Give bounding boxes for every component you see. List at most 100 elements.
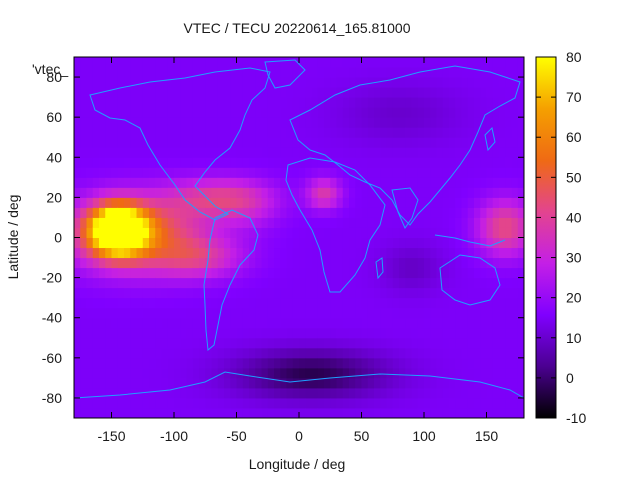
heatmap-cell	[386, 247, 394, 259]
heatmap-cell	[105, 67, 112, 78]
heatmap-cell	[411, 227, 419, 238]
heatmap-cell	[230, 67, 237, 78]
chart-title: VTEC / TECU 20220614_165.81000	[183, 20, 410, 36]
heatmap-cell	[399, 137, 406, 148]
heatmap-cell	[361, 247, 369, 259]
heatmap-cell	[436, 337, 444, 349]
heatmap-cell	[192, 337, 200, 349]
heatmap-cell	[417, 127, 425, 138]
heatmap-cell	[161, 107, 169, 118]
heatmap-cell	[499, 97, 506, 108]
heatmap-cell	[192, 277, 200, 289]
heatmap-cell	[474, 287, 481, 299]
heatmap-cell	[249, 227, 256, 238]
heatmap-cell	[499, 197, 506, 208]
heatmap-cell	[174, 97, 181, 108]
heatmap-cell	[349, 67, 356, 78]
heatmap-cell	[280, 327, 287, 339]
heatmap-cell	[105, 117, 112, 128]
heatmap-cell	[380, 317, 387, 329]
heatmap-cell	[449, 137, 456, 148]
heatmap-cell	[117, 167, 125, 178]
heatmap-cell	[467, 237, 475, 249]
heatmap-cell	[467, 207, 475, 218]
heatmap-cell	[342, 137, 350, 148]
heatmap-cell	[136, 247, 144, 259]
heatmap-cell	[474, 337, 481, 349]
heatmap-cell	[249, 197, 256, 208]
heatmap-cell	[280, 297, 287, 309]
heatmap-cell	[274, 267, 281, 279]
heatmap-cell	[86, 157, 94, 168]
heatmap-cell	[317, 137, 325, 148]
heatmap-cell	[117, 297, 125, 309]
heatmap-cell	[236, 267, 244, 279]
heatmap-cell	[336, 337, 344, 349]
heatmap-cell	[430, 297, 437, 309]
heatmap-cell	[267, 347, 275, 359]
heatmap-cell	[405, 157, 412, 168]
heatmap-cell	[236, 357, 244, 369]
heatmap-cell	[117, 137, 125, 148]
heatmap-cell	[105, 277, 112, 289]
heatmap-cell	[286, 137, 294, 148]
heatmap-cell	[174, 57, 181, 68]
heatmap-cell	[267, 97, 275, 108]
heatmap-cell	[355, 77, 362, 88]
heatmap-cell	[217, 227, 225, 238]
heatmap-cell	[217, 307, 225, 319]
heatmap-cell	[280, 347, 287, 359]
heatmap-cell	[305, 97, 312, 108]
heatmap-cell	[492, 67, 500, 78]
heatmap-cell	[186, 267, 194, 279]
heatmap-cell	[111, 107, 119, 118]
heatmap-cell	[505, 57, 512, 68]
heatmap-cell	[405, 287, 412, 299]
heatmap-cell	[224, 247, 231, 259]
heatmap-cell	[317, 237, 325, 249]
heatmap-cell	[274, 327, 281, 339]
heatmap-cell	[355, 107, 362, 118]
heatmap-cell	[311, 157, 319, 168]
heatmap-cell	[311, 387, 319, 399]
heatmap-cell	[424, 367, 431, 379]
heatmap-cell	[236, 57, 244, 68]
heatmap-cell	[211, 227, 219, 238]
heatmap-cell	[292, 327, 300, 339]
heatmap-cell	[186, 187, 194, 198]
heatmap-cell	[242, 357, 250, 369]
heatmap-cell	[124, 307, 131, 319]
heatmap-cell	[286, 377, 294, 389]
heatmap-cell	[261, 217, 269, 228]
heatmap-cell	[167, 407, 175, 419]
heatmap-cell	[230, 107, 237, 118]
heatmap-cell	[280, 257, 287, 269]
heatmap-cell	[261, 287, 269, 299]
heatmap-cell	[86, 327, 94, 339]
heatmap-cell	[411, 77, 419, 88]
heatmap-cell	[80, 277, 87, 289]
heatmap-cell	[249, 247, 256, 259]
coastline-australia	[439, 254, 501, 306]
heatmap-cell	[342, 287, 350, 299]
heatmap-cell	[455, 77, 462, 88]
heatmap-cell	[236, 367, 244, 379]
heatmap-cell	[292, 107, 300, 118]
heatmap-cell	[461, 167, 469, 178]
heatmap-cell	[305, 177, 312, 188]
heatmap-cell	[405, 377, 412, 389]
heatmap-cell	[486, 187, 494, 198]
heatmap-cell	[274, 387, 281, 399]
heatmap-cell	[492, 177, 500, 188]
heatmap-cell	[492, 337, 500, 349]
heatmap-cell	[286, 77, 294, 88]
heatmap-cell	[224, 377, 231, 389]
heatmap-cell	[449, 87, 456, 98]
heatmap-cell	[92, 247, 100, 259]
heatmap-cell	[349, 377, 356, 389]
heatmap-cell	[336, 117, 344, 128]
heatmap-cell	[330, 217, 337, 228]
heatmap-cell	[330, 97, 337, 108]
heatmap-cell	[342, 357, 350, 369]
heatmap-cell	[236, 157, 244, 168]
